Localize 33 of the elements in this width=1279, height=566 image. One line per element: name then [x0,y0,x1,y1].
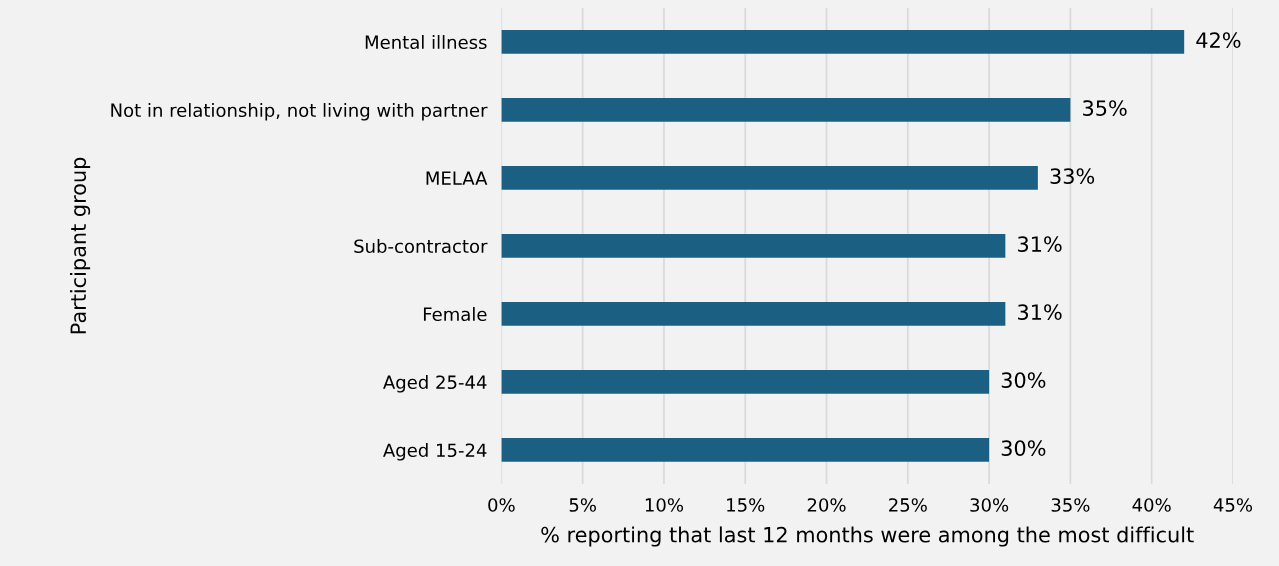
y-tick-label: Not in relationship, not living with partner [111,103,488,121]
y-tick-label: Aged 25-44 [383,375,487,393]
x-tick-label: 5% [569,498,596,512]
data-label: 30% [1001,372,1046,388]
data-label: 31% [1018,236,1062,252]
x-tick-label: 20% [807,498,846,512]
bar [501,166,1038,190]
data-label: 42% [1196,32,1241,48]
y-tick-label: Female [423,307,487,322]
bar [501,438,990,462]
x-tick-label: 15% [727,498,765,512]
data-label: 33% [1050,168,1095,184]
data-label: 31% [1018,304,1062,320]
x-tick-label: 45% [1213,498,1253,512]
bar [501,370,990,394]
x-tick-label: 25% [889,498,927,512]
data-label: 30% [1001,440,1046,456]
y-tick-label: Aged 15-24 [383,443,487,461]
bar [501,98,1071,122]
x-tick-label: 10% [645,498,684,512]
y-tick-label: Mental illness [365,35,487,50]
bar [501,302,1006,326]
x-tick-label: 40% [1132,498,1171,512]
y-axis-title: Participant group [69,157,91,334]
x-axis-title: % reporting that last 12 months were among the most difficult [541,526,1194,547]
bar [501,30,1185,54]
y-tick-label: Sub-contractor [354,239,488,254]
x-tick-label: 0% [488,498,515,512]
x-tick-label: 35% [1051,498,1090,512]
y-tick-label: MELAA [426,171,488,185]
data-label: 35% [1083,100,1127,116]
bar [501,234,1006,258]
x-tick-label: 30% [970,498,1009,512]
